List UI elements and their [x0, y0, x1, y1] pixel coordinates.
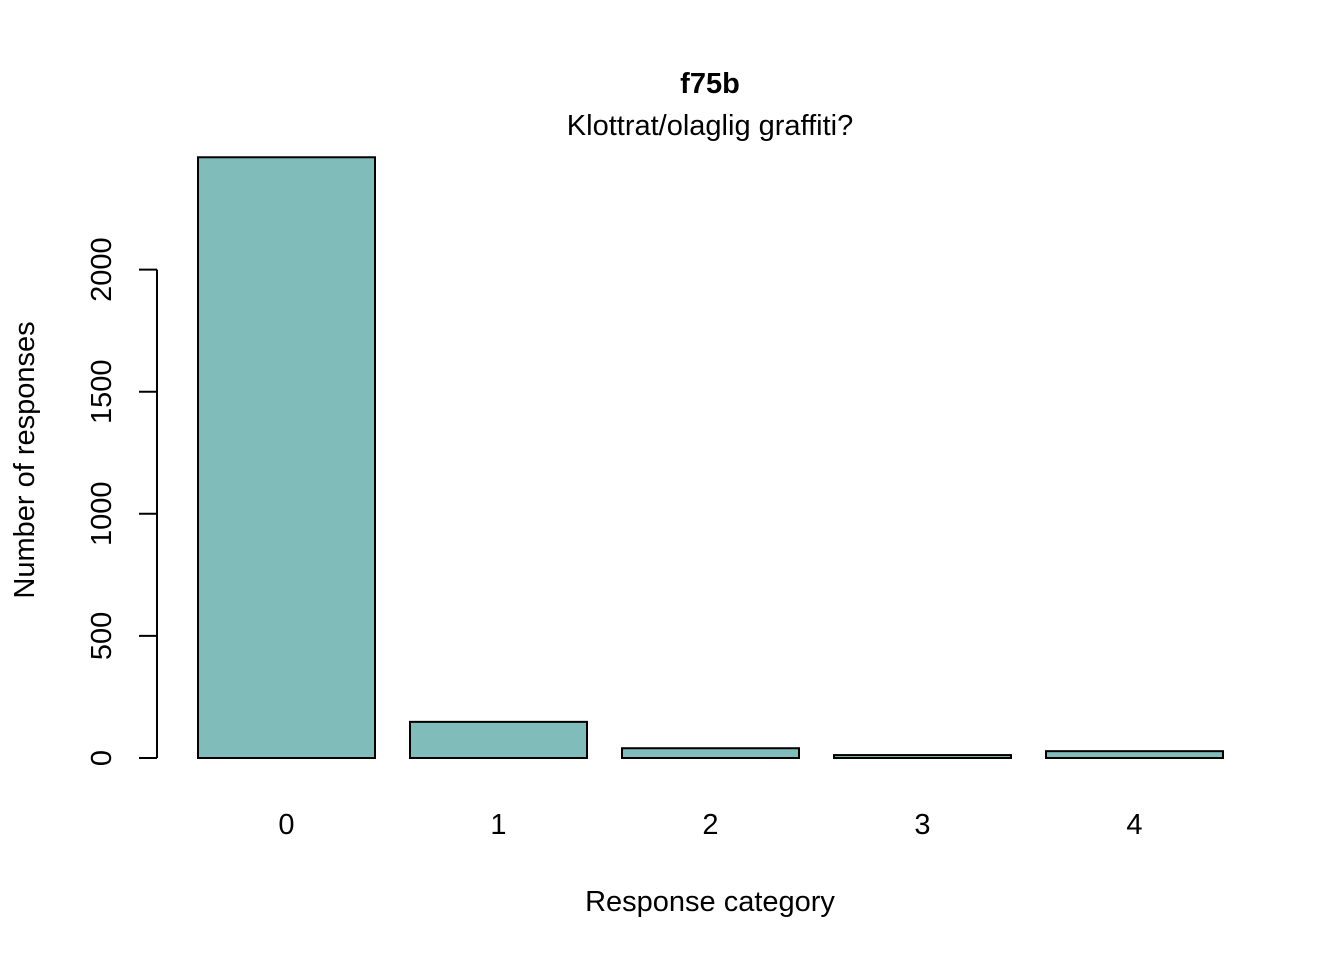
- y-axis: 0 500 1000 1500 2000: [86, 237, 158, 766]
- bars-group: [197, 156, 1224, 760]
- y-tick-label-2000: 2000: [86, 237, 118, 302]
- y-tick-label-1500: 1500: [86, 359, 118, 424]
- bar-3: [833, 754, 1012, 759]
- chart-title: f75b: [680, 68, 740, 100]
- x-tick-label-1: 1: [490, 809, 506, 841]
- x-tick-label-2: 2: [702, 809, 718, 841]
- x-tick-label-0: 0: [278, 809, 294, 841]
- x-tick-label-4: 4: [1126, 809, 1142, 841]
- bar-1: [409, 720, 588, 759]
- y-tick-label-1000: 1000: [86, 482, 118, 547]
- bar-0: [197, 156, 376, 759]
- x-tick-label-3: 3: [914, 809, 930, 841]
- chart-subtitle: Klottrat/olaglig graffiti?: [567, 110, 853, 142]
- y-tick-label-0: 0: [86, 750, 118, 766]
- y-tick-label-500: 500: [86, 612, 118, 660]
- y-axis-label: Number of responses: [9, 321, 41, 598]
- x-tick-labels: 0 1 2 3 4: [278, 809, 1142, 841]
- bar-2: [621, 747, 800, 759]
- x-axis-label: Response category: [585, 886, 835, 918]
- bar-4: [1045, 750, 1224, 760]
